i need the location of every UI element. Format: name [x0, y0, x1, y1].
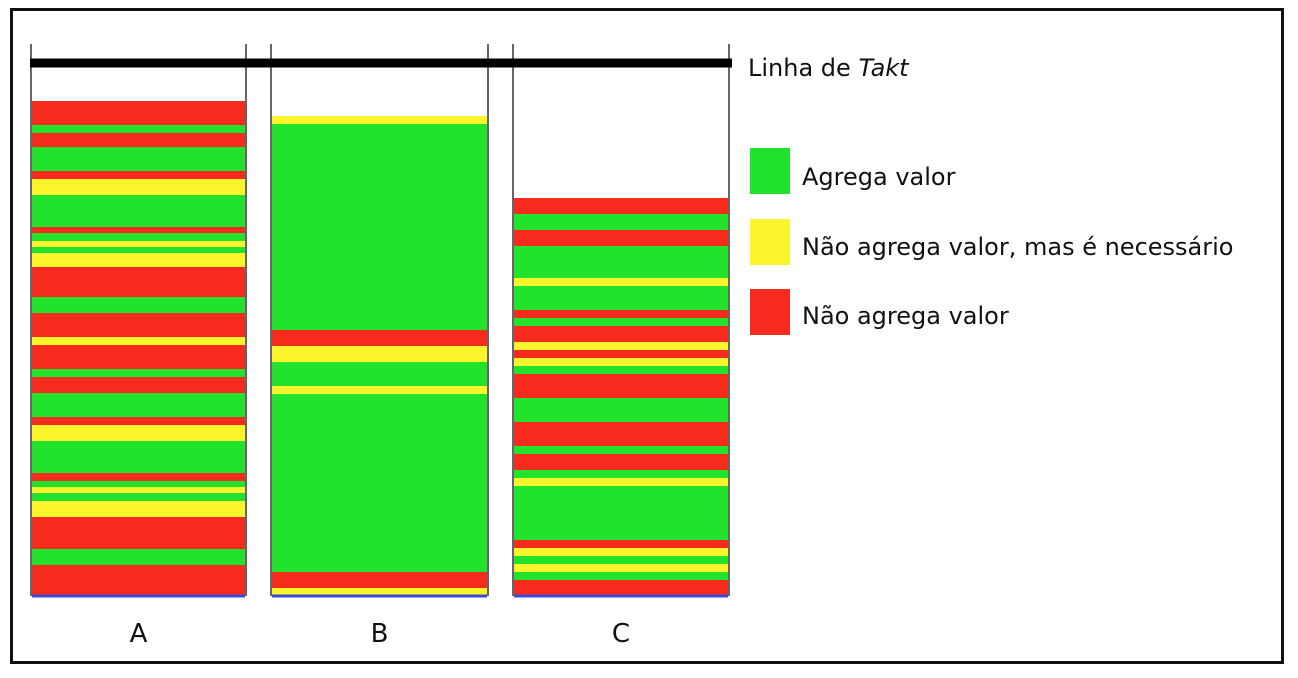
column-b-segment [272, 572, 487, 588]
column-a-segment [32, 313, 245, 337]
column-c-segment [514, 478, 728, 486]
column-a-segment [32, 253, 245, 267]
legend-swatch-necessario [750, 219, 790, 265]
column-a-segment [32, 441, 245, 473]
legend: Agrega valor Não agrega valor, mas é nec… [750, 148, 1233, 335]
column-a-segment [32, 241, 245, 247]
column-a-segment [32, 267, 245, 297]
column-a-segment [32, 233, 245, 241]
column-a-segment [32, 417, 245, 425]
column-c-segment [514, 350, 728, 358]
column-a-segment [32, 393, 245, 417]
column-c-segment [514, 326, 728, 342]
column-a-segment [32, 369, 245, 377]
column-a-segment [32, 125, 245, 133]
column-c-segment [514, 374, 728, 398]
column-c-segment [514, 486, 728, 540]
column-a-segment [32, 565, 245, 596]
column-b-segment [272, 330, 487, 346]
column-a-segment [32, 247, 245, 253]
column-c-segment [514, 580, 728, 596]
column-a-segment [32, 101, 245, 125]
column-c-segment [514, 422, 728, 446]
legend-label-agrega: Agrega valor [802, 163, 956, 191]
column-a-label: A [130, 619, 148, 649]
column-b-segment [272, 362, 487, 386]
column-a-segment [32, 337, 245, 345]
column-c-segment [514, 366, 728, 374]
column-c-segment [514, 470, 728, 478]
column-a-segment [32, 345, 245, 369]
column-a-segment [32, 195, 245, 227]
takt-label: Linha de Takt [748, 54, 910, 82]
column-a-segment [32, 425, 245, 441]
column-c-segment [514, 318, 728, 326]
column-c-segment [514, 230, 728, 246]
legend-label-necessario: Não agrega valor, mas é necessário [802, 233, 1233, 261]
column-a-segment [32, 297, 245, 313]
column-c-segment [514, 358, 728, 366]
column-a-segment [32, 147, 245, 171]
column-c-segment [514, 572, 728, 580]
column-c-segment [514, 454, 728, 470]
column-c-segment [514, 556, 728, 564]
column-c-segment [514, 564, 728, 572]
column-b-segment [272, 124, 487, 330]
column-b-segment [272, 346, 487, 362]
column-c-segment [514, 446, 728, 454]
takt-label-prefix: Linha de [748, 54, 858, 82]
column-c-segment [514, 342, 728, 350]
column-b-segment [272, 386, 487, 394]
column-c-segment [514, 398, 728, 422]
column-a-segment [32, 549, 245, 565]
legend-swatch-agrega [750, 148, 790, 194]
column-a-segment [32, 179, 245, 195]
column-a-segment [32, 133, 245, 147]
column-a-segment [32, 493, 245, 501]
column-b-segment [272, 588, 487, 596]
column-a-segment [32, 171, 245, 179]
column-b-segment [272, 116, 487, 124]
takt-label-italic: Takt [858, 54, 910, 82]
column-b-label: B [371, 619, 389, 649]
column-c-segment [514, 278, 728, 286]
column-a-segment [32, 487, 245, 493]
column-c-segment [514, 540, 728, 548]
legend-swatch-nao-agrega [750, 289, 790, 335]
column-c-segment [514, 286, 728, 310]
column-c-label: C [612, 619, 630, 649]
column-a-segment [32, 517, 245, 549]
column-a-segment [32, 481, 245, 487]
column-a-segment [32, 501, 245, 517]
column-c-segment [514, 548, 728, 556]
column-c-segment [514, 310, 728, 318]
column-a-segment [32, 377, 245, 393]
column-c-segment [514, 214, 728, 230]
column-c-segment [514, 198, 728, 214]
column-b-segment [272, 394, 487, 572]
columns-group: A B C [30, 44, 730, 649]
diagram-frame [10, 8, 1284, 664]
legend-label-nao-agrega: Não agrega valor [802, 302, 1009, 330]
column-c-segment [514, 246, 728, 278]
column-a-segment [32, 227, 245, 233]
column-a-segment [32, 473, 245, 481]
